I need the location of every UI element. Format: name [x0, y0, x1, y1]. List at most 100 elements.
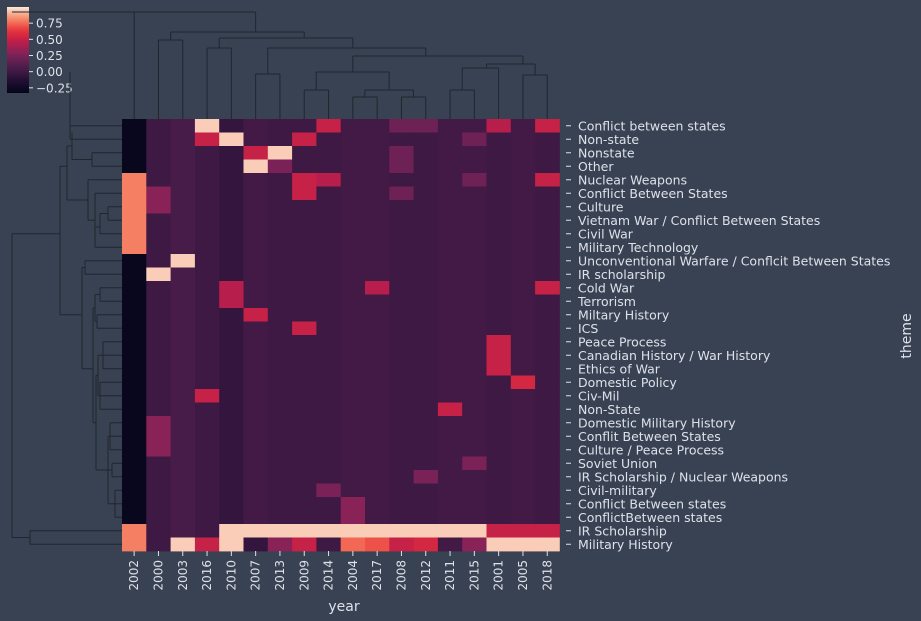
- heatmap-cell: [122, 537, 147, 552]
- heatmap-cell: [413, 389, 439, 403]
- heatmap-cell: [219, 173, 244, 187]
- heatmap-cell: [413, 146, 439, 160]
- heatmap-cell: [146, 132, 171, 147]
- heatmap-cell: [510, 119, 536, 133]
- heatmap-cell: [170, 186, 196, 201]
- heatmap-cell: [413, 281, 439, 295]
- heatmap-cell: [170, 254, 196, 268]
- heatmap-cell: [267, 348, 293, 363]
- heatmap-cell: [413, 173, 439, 187]
- heatmap-cell: [413, 416, 439, 430]
- heatmap-cell: [122, 402, 147, 417]
- heatmap-cell: [510, 443, 536, 457]
- heatmap-cell: [365, 321, 390, 336]
- y-tick-label: Cold War: [578, 280, 635, 295]
- y-tick-label: Domestic Military History: [578, 415, 736, 430]
- heatmap-cell: [122, 159, 147, 174]
- heatmap-cell: [316, 537, 342, 552]
- heatmap-cell: [413, 213, 439, 228]
- heatmap-cell: [510, 173, 536, 187]
- heatmap-cell: [535, 294, 560, 309]
- heatmap-cell: [170, 132, 196, 147]
- heatmap-cell: [194, 537, 220, 552]
- heatmap-cell: [122, 213, 147, 228]
- heatmap-cell: [462, 456, 487, 471]
- heatmap-cell: [292, 254, 317, 268]
- heatmap-cell: [486, 510, 512, 525]
- heatmap-cell: [389, 348, 414, 363]
- heatmap-cell: [316, 402, 342, 417]
- heatmap-cell: [122, 321, 147, 336]
- heatmap-cell: [243, 497, 269, 511]
- x-tick-label: 2009: [297, 560, 311, 591]
- heatmap-cell: [194, 456, 220, 471]
- heatmap-cell: [146, 294, 171, 309]
- heatmap-cell: [267, 132, 293, 147]
- heatmap-cell: [389, 443, 414, 457]
- heatmap-cell: [510, 335, 536, 349]
- heatmap-cell: [243, 375, 269, 390]
- heatmap-cell: [486, 119, 512, 133]
- heatmap-cell: [219, 227, 244, 241]
- heatmap-cell: [122, 362, 147, 376]
- heatmap-cell: [243, 254, 269, 268]
- heatmap-cell: [316, 389, 342, 403]
- heatmap-cell: [437, 240, 463, 255]
- heatmap-cell: [122, 483, 147, 498]
- heatmap-cell: [340, 227, 366, 241]
- heatmap-cell: [267, 119, 293, 133]
- y-tick-label: ConflictBetween states: [578, 510, 722, 525]
- heatmap-cell: [194, 146, 220, 160]
- heatmap-cell: [292, 389, 317, 403]
- heatmap-cell: [292, 308, 317, 322]
- heatmap-cell: [535, 470, 560, 484]
- heatmap-cell: [340, 213, 366, 228]
- heatmap-cell: [170, 375, 196, 390]
- heatmap-cell: [462, 240, 487, 255]
- heatmap-cell: [365, 335, 390, 349]
- heatmap-cell: [292, 186, 317, 201]
- heatmap-cell: [413, 456, 439, 471]
- heatmap-cell: [292, 159, 317, 174]
- heatmap-cell: [389, 470, 414, 484]
- heatmap-cell: [365, 483, 390, 498]
- heatmap-cell: [194, 335, 220, 349]
- heatmap-cell: [486, 240, 512, 255]
- y-tick-label: Terrorism: [577, 294, 636, 309]
- heatmap-cell: [413, 429, 439, 444]
- heatmap-cell: [462, 348, 487, 363]
- heatmap-cell: [316, 375, 342, 390]
- heatmap-cell: [535, 416, 560, 430]
- heatmap-cell: [437, 227, 463, 241]
- heatmap-cell: [122, 375, 147, 390]
- heatmap-cell: [292, 470, 317, 484]
- heatmap-cell: [389, 267, 414, 282]
- heatmap-cell: [389, 308, 414, 322]
- heatmap-cell: [267, 375, 293, 390]
- heatmap-cell: [340, 443, 366, 457]
- heatmap-cell: [437, 308, 463, 322]
- heatmap-cell: [122, 389, 147, 403]
- heatmap-cell: [243, 146, 269, 160]
- heatmap-cell: [486, 416, 512, 430]
- heatmap-cell: [194, 294, 220, 309]
- heatmap-cell: [486, 173, 512, 187]
- heatmap-cell: [170, 524, 196, 538]
- heatmap-cell: [389, 524, 414, 538]
- heatmap-cell: [437, 402, 463, 417]
- x-tick-label: 2002: [127, 560, 141, 591]
- heatmap-cell: [146, 186, 171, 201]
- heatmap-cell: [194, 308, 220, 322]
- heatmap-cell: [146, 470, 171, 484]
- heatmap-cell: [462, 308, 487, 322]
- heatmap-cell: [243, 456, 269, 471]
- heatmap-cell: [267, 254, 293, 268]
- heatmap-cell: [462, 119, 487, 133]
- heatmap-cell: [535, 267, 560, 282]
- heatmap-cell: [219, 146, 244, 160]
- heatmap-cell: [243, 173, 269, 187]
- heatmap-cell: [535, 308, 560, 322]
- heatmap-cell: [510, 389, 536, 403]
- heatmap-cell: [122, 497, 147, 511]
